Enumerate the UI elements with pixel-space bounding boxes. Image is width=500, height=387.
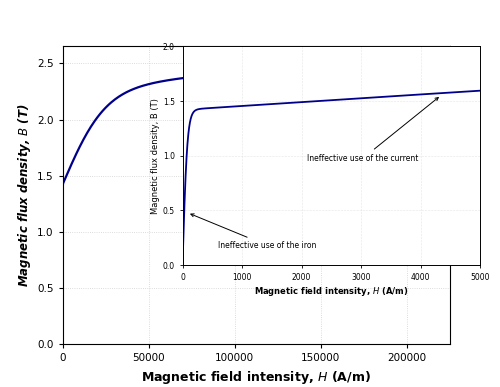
X-axis label: Magnetic field intensity, $\mathit{H}$ (A/m): Magnetic field intensity, $\mathit{H}$ (…	[254, 284, 408, 298]
Y-axis label: Magnetic flux density, $\mathit{B}$ (T): Magnetic flux density, $\mathit{B}$ (T)	[16, 104, 32, 287]
X-axis label: Magnetic field intensity, $\mathit{H}$ (A/m): Magnetic field intensity, $\mathit{H}$ (…	[142, 369, 371, 386]
Text: Ineffective use of the iron: Ineffective use of the iron	[191, 214, 316, 250]
Text: Ineffective use of the current: Ineffective use of the current	[308, 98, 438, 163]
Y-axis label: Magnetic flux density, B (T): Magnetic flux density, B (T)	[151, 98, 160, 214]
